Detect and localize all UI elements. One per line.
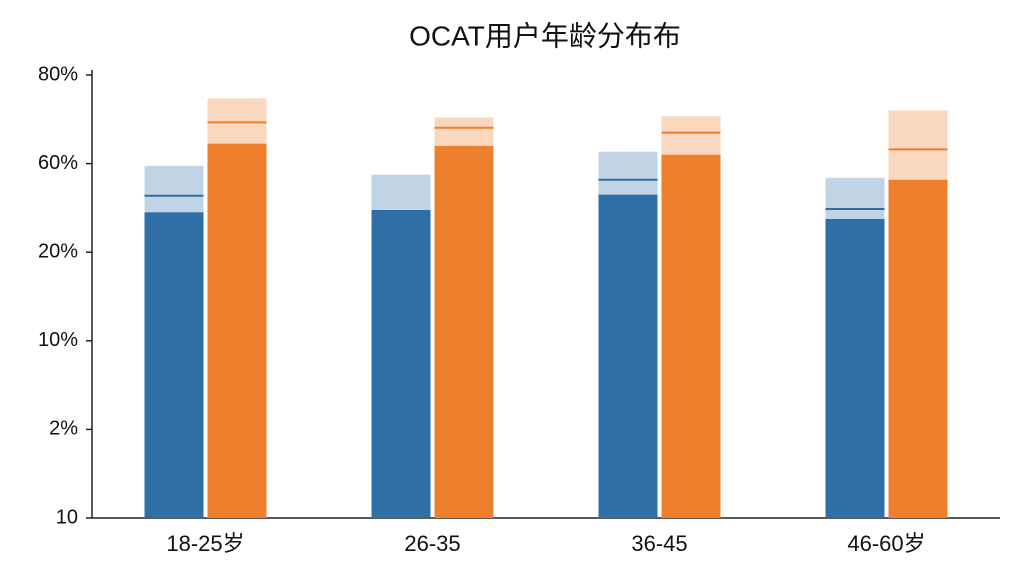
bar	[598, 194, 658, 519]
bar	[144, 212, 204, 518]
bar	[371, 211, 431, 518]
x-tick-label: 36-45	[631, 531, 687, 556]
x-tick-label: 46-60岁	[847, 531, 925, 556]
bar	[661, 154, 721, 519]
chart-title: OCAT用户年龄分布布	[409, 20, 681, 51]
bar	[434, 145, 494, 518]
bar	[888, 179, 948, 518]
x-tick-label: 18-25岁	[166, 531, 244, 556]
x-tick-label: 26-35	[404, 531, 460, 556]
bar	[825, 218, 885, 518]
y-tick-label: 2%	[49, 418, 78, 440]
y-tick-label: 80%	[38, 63, 78, 85]
bar	[207, 143, 267, 519]
y-tick-label: 10%	[38, 329, 78, 351]
y-tick-label: 20%	[38, 240, 78, 262]
y-tick-label: 60%	[38, 152, 78, 174]
y-tick-label: 10	[56, 506, 78, 528]
